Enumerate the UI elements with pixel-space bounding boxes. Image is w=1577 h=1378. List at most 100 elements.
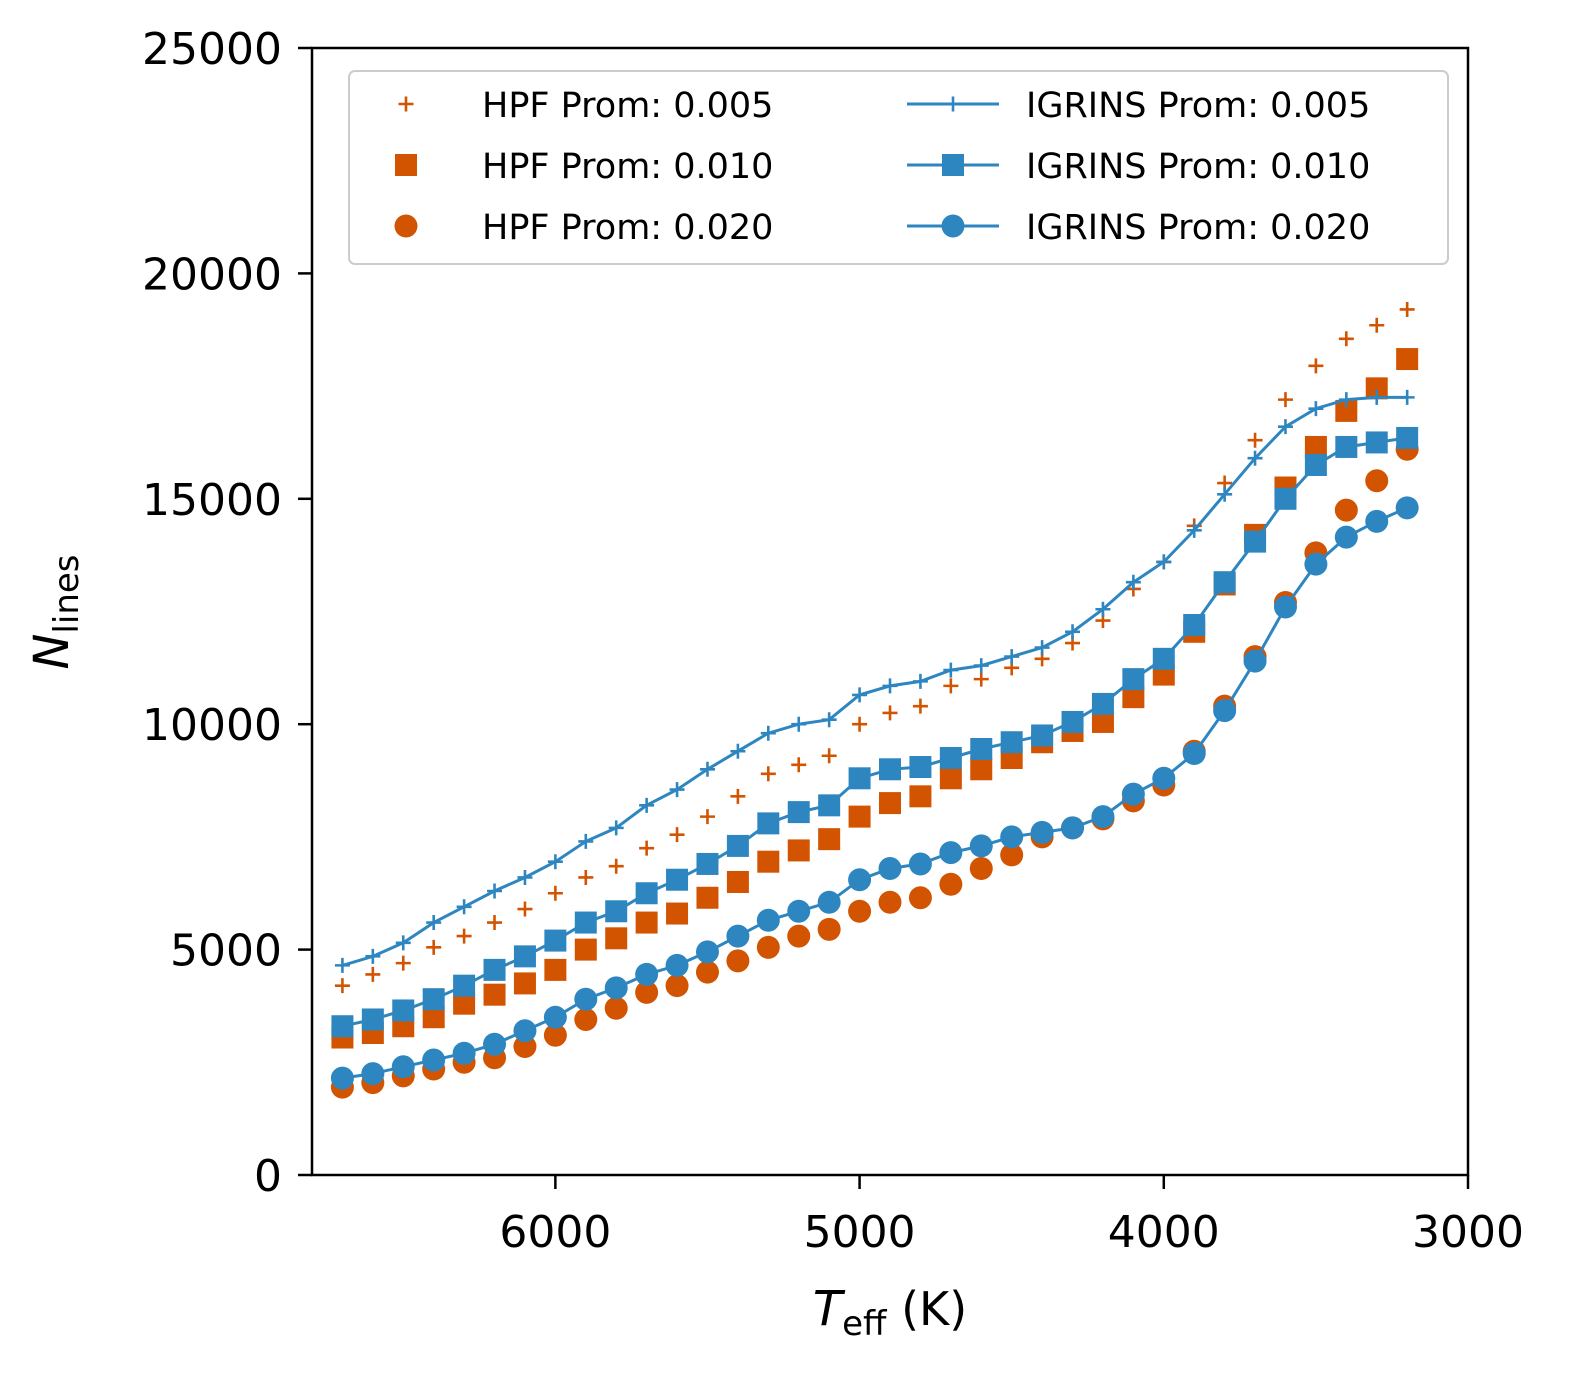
data-point — [334, 978, 350, 994]
legend-marker — [945, 96, 961, 112]
data-point — [395, 935, 411, 951]
data-point — [1000, 825, 1024, 849]
legend-label: HPF Prom: 0.005 — [482, 86, 773, 126]
legend-marker — [395, 154, 417, 176]
data-point — [878, 890, 902, 914]
data-point — [483, 983, 506, 1006]
data-point — [513, 1035, 537, 1059]
data-point — [666, 868, 689, 891]
data-point — [1304, 435, 1327, 458]
legend-item-1: HPF Prom: 0.005 — [398, 86, 773, 126]
legend-label: IGRINS Prom: 0.020 — [1026, 208, 1370, 248]
data-point — [544, 929, 567, 952]
data-point — [1121, 782, 1145, 806]
legend-items: HPF Prom: 0.005 HPF Prom: 0.010 HPF Prom: … — [394, 86, 1370, 248]
data-point — [639, 797, 655, 813]
data-point — [513, 972, 536, 995]
data-point — [695, 940, 719, 964]
data-point — [852, 687, 868, 703]
data-point — [361, 1062, 385, 1086]
legend-label: HPF Prom: 0.020 — [482, 208, 773, 248]
data-point — [726, 870, 749, 893]
data-point — [1399, 389, 1415, 405]
x-axis: 6000 5000 4000 3000 — [499, 1175, 1524, 1258]
data-point — [513, 945, 536, 968]
data-point — [817, 917, 841, 941]
data-point — [1334, 498, 1358, 522]
data-point — [818, 794, 841, 817]
y-tick-label: 20000 — [142, 249, 282, 300]
data-point — [608, 820, 624, 836]
data-point — [1365, 431, 1388, 454]
legend: HPF Prom: 0.005 HPF Prom: 0.010 HPF Prom: … — [348, 70, 1449, 265]
data-point — [878, 856, 902, 880]
data-point — [1338, 331, 1354, 347]
data-point — [848, 805, 871, 828]
data-point — [1125, 574, 1141, 590]
data-point — [1213, 571, 1236, 594]
data-point — [1031, 724, 1054, 747]
data-point — [1369, 317, 1385, 333]
data-point — [517, 869, 533, 885]
data-point — [365, 948, 381, 964]
data-point — [1244, 530, 1267, 553]
data-point — [726, 924, 750, 948]
series-layer — [330, 301, 1419, 1099]
data-point — [909, 785, 932, 808]
legend-label: HPF Prom: 0.010 — [482, 147, 773, 187]
data-point — [1061, 710, 1084, 733]
data-point — [1122, 668, 1145, 691]
plot-frame — [310, 46, 1470, 1177]
data-point — [574, 1007, 598, 1031]
legend-box — [348, 70, 1449, 265]
data-point — [487, 883, 503, 899]
data-point — [1004, 649, 1020, 665]
data-point — [943, 678, 959, 694]
data-point — [422, 1006, 445, 1029]
data-point — [1247, 432, 1263, 448]
data-point — [1091, 692, 1114, 715]
data-point — [1335, 399, 1358, 422]
legend-item-4: IGRINS Prom: 0.005 — [907, 86, 1370, 126]
data-point — [726, 834, 749, 857]
data-point — [604, 996, 628, 1020]
data-point — [1308, 358, 1324, 374]
x-tick-label: 4000 — [1108, 1207, 1220, 1258]
data-point — [330, 1066, 354, 1090]
x-axis-unit: (K) — [886, 1282, 967, 1336]
data-point — [605, 900, 628, 923]
data-point — [392, 999, 415, 1022]
data-point — [787, 801, 810, 824]
data-point — [1369, 389, 1385, 405]
data-point — [726, 949, 750, 973]
data-point — [635, 962, 659, 986]
data-point — [787, 899, 811, 923]
legend-label: IGRINS Prom: 0.005 — [1026, 86, 1370, 126]
data-point — [760, 766, 776, 782]
data-point — [760, 725, 776, 741]
data-point — [882, 678, 898, 694]
y-axis: 0 5000 10000 15000 20000 25000 — [142, 24, 312, 1202]
data-point — [578, 869, 594, 885]
data-point — [543, 1023, 567, 1047]
data-point — [456, 928, 472, 944]
data-point — [453, 974, 476, 997]
data-point — [426, 939, 442, 955]
data-point — [543, 1005, 567, 1029]
y-tick-label: 10000 — [142, 700, 282, 751]
data-point — [547, 885, 563, 901]
data-point — [1091, 710, 1114, 733]
data-point — [1156, 554, 1172, 570]
data-point — [1034, 640, 1050, 656]
data-point — [635, 882, 658, 905]
data-point — [453, 992, 476, 1015]
y-tick-label: 0 — [254, 1151, 282, 1202]
legend-item-6: IGRINS Prom: 0.020 — [907, 208, 1370, 248]
data-point — [848, 868, 872, 892]
data-point — [395, 955, 411, 971]
data-point — [456, 899, 472, 915]
data-point — [1334, 525, 1358, 549]
data-point — [487, 915, 503, 931]
